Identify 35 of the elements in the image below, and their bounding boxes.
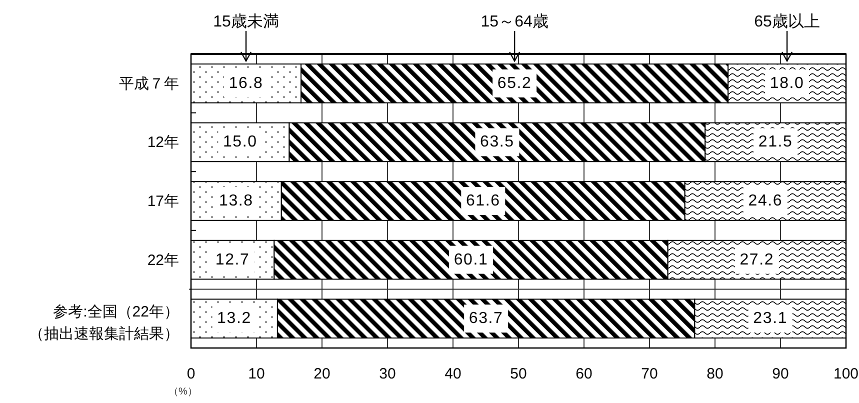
data-label: 12.7 xyxy=(215,251,250,268)
y-tick-label: 参考:全国（22年）（抽出速報集計結果） xyxy=(29,303,179,342)
data-label: 23.1 xyxy=(753,310,788,328)
y-tick-label: 17年 xyxy=(147,192,179,210)
data-label: 61.6 xyxy=(466,192,500,210)
data-label: 27.2 xyxy=(740,251,774,268)
data-label: 18.0 xyxy=(770,74,804,92)
data-label: 13.2 xyxy=(217,310,252,328)
x-axis-title: （%） xyxy=(168,386,198,398)
data-label: 65.2 xyxy=(497,74,532,92)
data-label: 21.5 xyxy=(758,134,793,151)
data-label: 24.6 xyxy=(748,192,783,210)
x-tick-label: 50 xyxy=(510,366,527,382)
x-tick-label: 60 xyxy=(576,366,592,382)
data-label: 15.0 xyxy=(222,134,258,151)
y-tick-label: 12年 xyxy=(147,134,179,151)
x-tick-label: 70 xyxy=(641,366,658,382)
x-tick-label: 90 xyxy=(772,366,789,382)
x-tick-label: 40 xyxy=(444,366,462,382)
x-tick-label: 0 xyxy=(186,366,196,382)
data-label: 63.5 xyxy=(480,134,514,151)
x-tick-label: 100 xyxy=(833,366,859,382)
data-label: 60.1 xyxy=(454,251,488,268)
text: 15歳未満 xyxy=(213,12,279,30)
data-label: 16.8 xyxy=(228,74,264,92)
data-label: 63.7 xyxy=(468,310,504,328)
y-tick-label: 平成７年 xyxy=(119,74,179,92)
x-tick-label: 80 xyxy=(706,366,724,382)
x-tick-label: 20 xyxy=(314,366,330,382)
x-tick-label: 10 xyxy=(248,366,265,382)
text: 65歳以上 xyxy=(754,12,820,30)
text: 15～64歳 xyxy=(480,12,548,30)
data-label: 13.8 xyxy=(219,192,254,210)
x-tick-label: 30 xyxy=(379,366,396,382)
y-tick-label: 22年 xyxy=(147,251,179,268)
